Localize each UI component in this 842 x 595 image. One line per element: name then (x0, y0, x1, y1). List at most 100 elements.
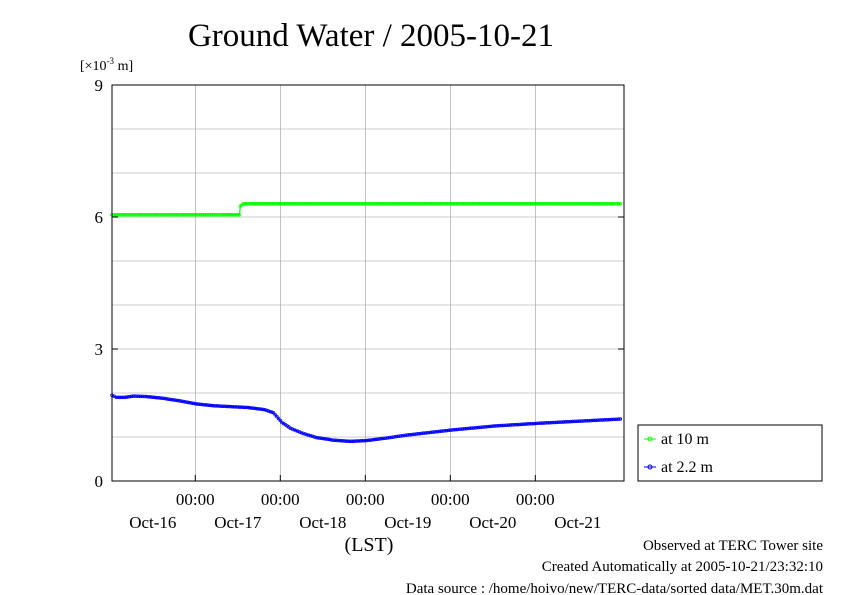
series-point (430, 202, 435, 206)
series-point (152, 395, 157, 400)
series-point (254, 202, 258, 206)
series-point (239, 405, 243, 409)
series-point (503, 423, 507, 428)
series-point (402, 202, 406, 206)
x-date-label: Oct-20 (469, 513, 516, 532)
series-point (143, 213, 148, 217)
series-point (296, 429, 300, 433)
series-point (259, 202, 263, 206)
series-point (480, 202, 484, 206)
series-point (577, 202, 582, 206)
series-point (361, 438, 366, 443)
series-point (149, 213, 153, 217)
series-point (510, 423, 514, 427)
series-point (397, 202, 401, 206)
series-point (386, 202, 391, 206)
series-point (191, 213, 196, 217)
x-date-label: Oct-18 (299, 513, 346, 532)
series-point (414, 432, 419, 436)
series-point (301, 202, 306, 206)
series-point (563, 202, 568, 206)
series-point (319, 436, 323, 440)
series-point (290, 202, 295, 206)
series-point (521, 422, 525, 426)
series-point (161, 213, 166, 217)
series-point (462, 202, 467, 206)
series-point (593, 202, 598, 206)
series-point (237, 405, 242, 409)
series-point (237, 213, 242, 217)
series-point (430, 430, 435, 434)
series-point (128, 394, 132, 399)
plot-frame (111, 84, 625, 482)
y-tick-label: 9 (95, 76, 104, 95)
series-point (522, 422, 527, 426)
series-point (276, 416, 281, 421)
series-point (149, 395, 153, 399)
series-point (275, 414, 279, 419)
series-point (604, 202, 608, 206)
series-point (242, 202, 246, 206)
series-point (321, 436, 325, 441)
series-point (254, 406, 259, 411)
series-point (595, 202, 599, 206)
series-point (230, 404, 235, 409)
series-point (560, 420, 564, 424)
series-point (207, 403, 211, 407)
series-point (278, 202, 283, 206)
series-point (236, 213, 240, 217)
series-point (577, 419, 582, 423)
series-point (263, 407, 267, 412)
series-point (455, 427, 460, 432)
series-point (358, 202, 362, 206)
series-point (586, 202, 591, 206)
series-point (538, 202, 543, 206)
series-point (439, 202, 444, 206)
series-point (151, 395, 155, 399)
y-tick-label: 3 (95, 340, 104, 359)
series-point (299, 430, 304, 435)
series-point (230, 213, 235, 217)
series-point (423, 431, 428, 435)
series-point (339, 438, 344, 443)
series-point (249, 406, 254, 410)
footer-created: Created Automatically at 2005-10-21/23:3… (542, 559, 823, 575)
series-point (158, 213, 162, 217)
series-point (531, 421, 536, 426)
series-point (584, 202, 589, 206)
series-point (389, 435, 394, 440)
series-point (421, 431, 426, 435)
series-point (485, 424, 490, 429)
series-point (519, 202, 523, 206)
series-point (427, 430, 431, 435)
series-point (203, 403, 208, 407)
series-point (250, 202, 255, 206)
series-point (336, 202, 341, 206)
series-point (581, 202, 585, 206)
series-point (211, 213, 216, 217)
series-point (181, 399, 186, 404)
series-point (372, 202, 376, 206)
series-point (351, 202, 355, 206)
series-point (387, 435, 392, 440)
series-point (170, 213, 174, 217)
series-point (466, 426, 470, 431)
series-point (467, 426, 472, 431)
series-point (190, 401, 194, 405)
series-point (467, 202, 472, 206)
series-point (377, 202, 382, 206)
series-point (537, 202, 541, 206)
series-point (398, 202, 403, 206)
series-point (475, 425, 479, 430)
series-point (476, 425, 481, 430)
series-point (129, 394, 134, 399)
series-point (179, 399, 184, 403)
series-point (303, 432, 307, 436)
series-point (147, 213, 151, 217)
series-point (156, 213, 160, 217)
legend-marker-10m (647, 436, 653, 442)
series-point (404, 433, 408, 438)
series-point (531, 202, 536, 206)
series-point (202, 213, 207, 217)
